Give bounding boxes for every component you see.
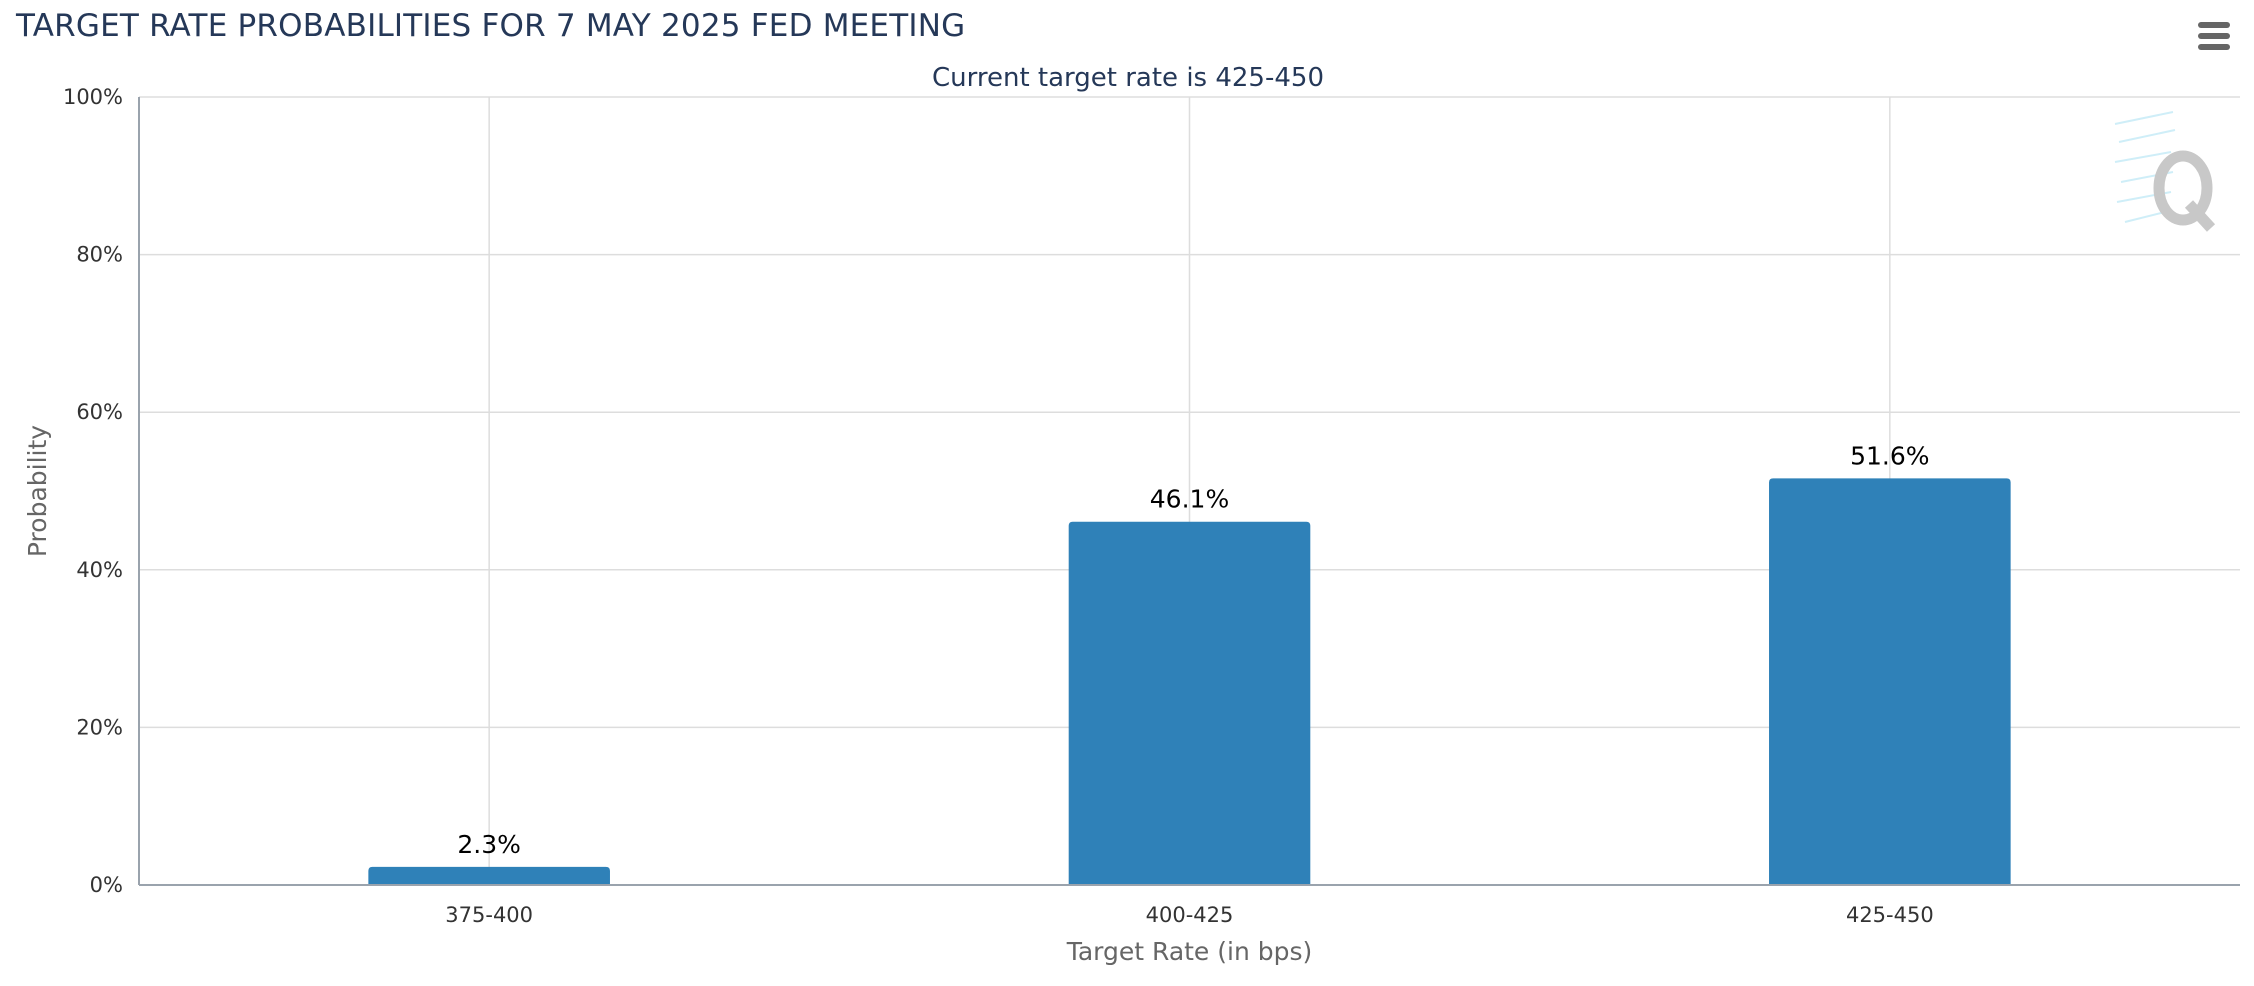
y-axis-title: Probability xyxy=(23,425,52,557)
data-label-425-450: 51.6% xyxy=(1850,441,1929,470)
y-tick-label: 40% xyxy=(76,558,123,582)
chart-subtitle: Current target rate is 425-450 xyxy=(932,63,1324,93)
x-tick-label: 425-450 xyxy=(1846,903,1934,927)
bar-425-450[interactable] xyxy=(1769,478,2011,885)
watermark-q-logo-icon xyxy=(2114,111,2216,232)
data-label-375-400: 2.3% xyxy=(457,830,521,859)
hamburger-menu-icon[interactable] xyxy=(2194,18,2234,54)
y-tick-label: 20% xyxy=(76,715,123,739)
data-label-400-425: 46.1% xyxy=(1150,485,1229,514)
data-labels: 2.3% 46.1% 51.6% xyxy=(457,441,1929,858)
bar-375-400[interactable] xyxy=(368,866,610,885)
y-tick-label: 60% xyxy=(76,400,123,424)
y-tick-label: 0% xyxy=(90,873,123,897)
bar-400-425[interactable] xyxy=(1068,521,1311,885)
x-tick-label: 375-400 xyxy=(445,903,533,927)
chart-title: TARGET RATE PROBABILITIES FOR 7 MAY 2025… xyxy=(16,8,966,44)
x-tick-label: 400-425 xyxy=(1146,903,1234,927)
y-tick-labels: 0% 20% 40% 60% 80% 100% xyxy=(63,85,123,897)
y-tick-label: 80% xyxy=(76,243,123,267)
bars xyxy=(368,478,2011,885)
y-tick-label: 100% xyxy=(63,85,123,109)
x-tick-labels: 375-400 400-425 425-450 xyxy=(445,903,1933,927)
x-axis-title: Target Rate (in bps) xyxy=(1066,937,1313,966)
